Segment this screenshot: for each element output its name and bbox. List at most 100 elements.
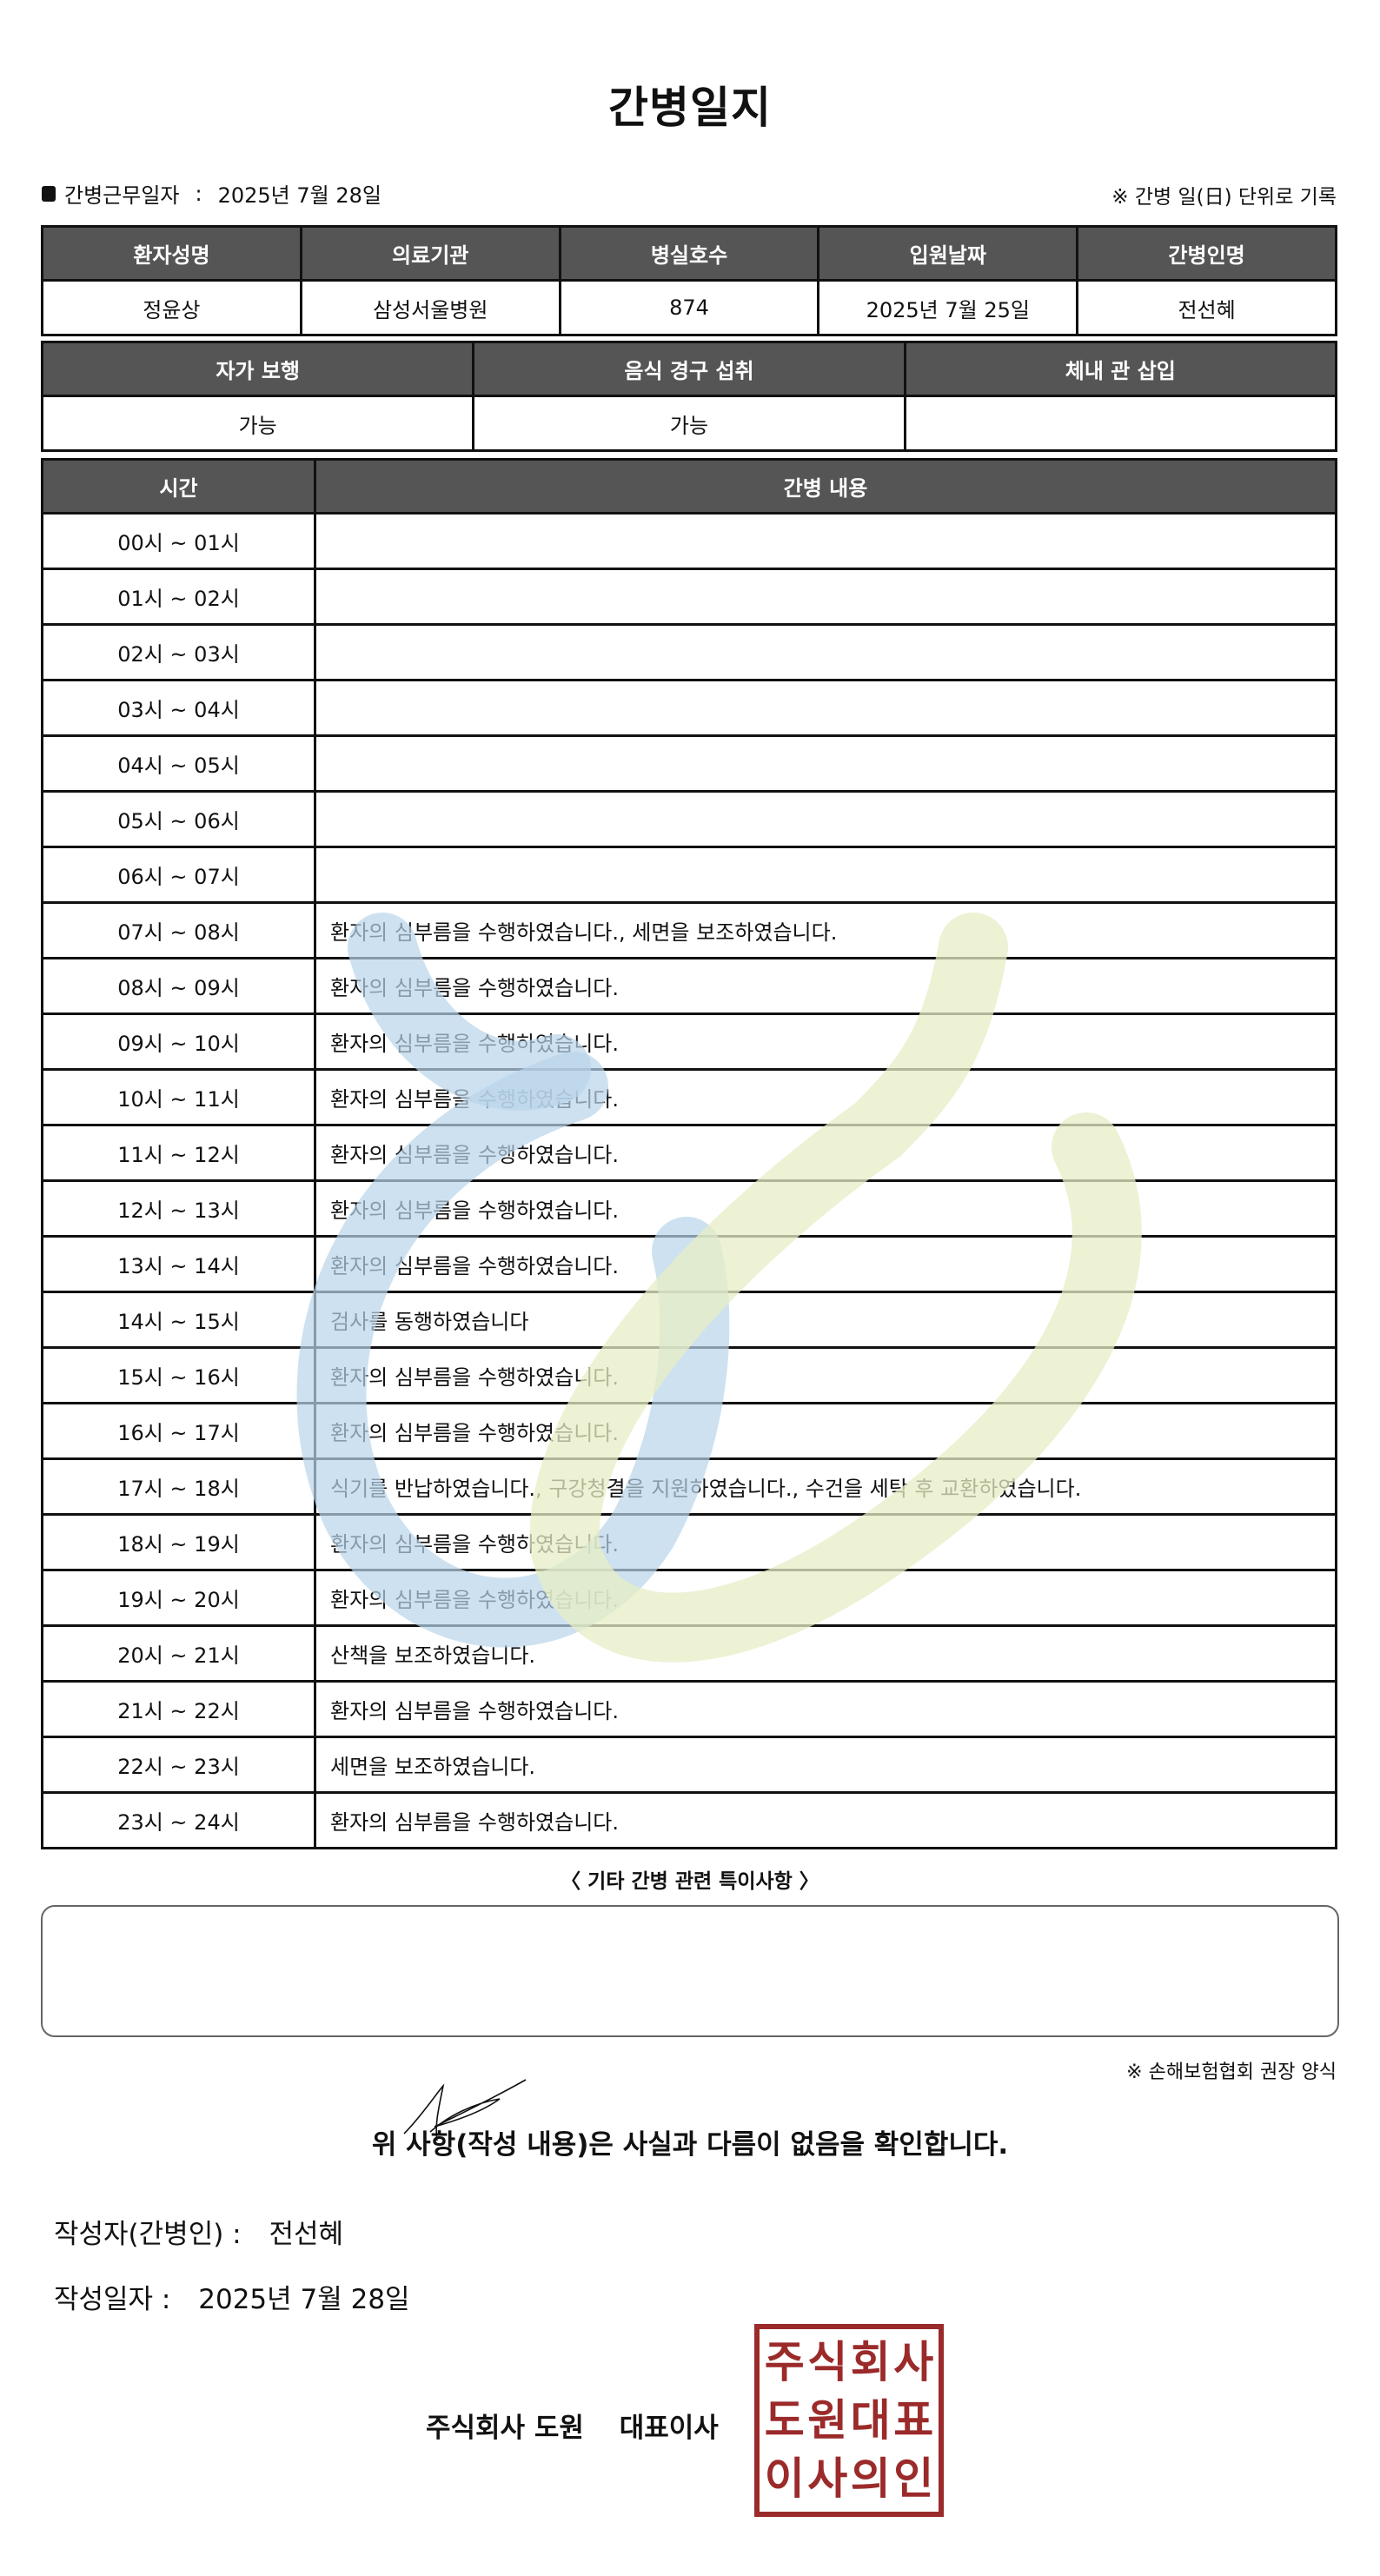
table-row: 09시 ~ 10시 환자의 심부름을 수행하였습니다. — [41, 1012, 1337, 1071]
table-row: 02시 ~ 03시 — [41, 623, 1337, 681]
time-slot: 06시 ~ 07시 — [41, 846, 316, 904]
time-slot: 10시 ~ 11시 — [41, 1068, 316, 1126]
header-self-walking: 자가 보행 — [40, 341, 475, 397]
time-slot: 07시 ~ 08시 — [41, 901, 316, 959]
company-line: 주식회사 도원 대표이사 — [426, 2406, 719, 2445]
table-row: 13시 ~ 14시 환자의 심부름을 수행하였습니다. — [41, 1235, 1337, 1293]
table-row: 01시 ~ 02시 — [41, 568, 1337, 626]
representative-title: 대표이사 — [619, 2413, 719, 2444]
table-row: 07시 ~ 08시 환자의 심부름을 수행하였습니다., 세면을 보조하였습니다. — [41, 901, 1337, 959]
signature-icon — [403, 2079, 527, 2141]
page-title: 간병일지 — [608, 83, 772, 133]
stamp-character: 주 — [764, 2336, 805, 2387]
stamp-character: 회 — [850, 2336, 891, 2387]
time-slot: 05시 ~ 06시 — [41, 790, 316, 848]
header-care-content: 간병 내용 — [314, 458, 1337, 515]
table-row: 21시 ~ 22시 환자의 심부름을 수행하였습니다. — [41, 1680, 1337, 1738]
table-row: 22시 ~ 23시 세면을 보조하였습니다. — [41, 1736, 1337, 1794]
table-row: 10시 ~ 11시 환자의 심부름을 수행하였습니다. — [41, 1068, 1337, 1126]
header-room: 병실호수 — [558, 225, 820, 282]
confirmation-statement: 위 사항(작성 내용)은 사실과 다름이 없음을 확인합니다. — [371, 2129, 1009, 2161]
care-content: 환자의 심부름을 수행하였습니다. — [314, 1680, 1337, 1738]
work-date-value: 2025년 7월 28일 — [217, 183, 381, 208]
header-admission-date: 입원날짜 — [817, 225, 1079, 282]
time-slot: 02시 ~ 03시 — [41, 623, 316, 681]
table-row: 05시 ~ 06시 — [41, 790, 1337, 848]
writer-label: 작성자(간병인) : — [54, 2219, 242, 2250]
care-content — [314, 568, 1337, 626]
header-patient-name: 환자성명 — [41, 225, 302, 282]
care-content: 환자의 심부름을 수행하였습니다. — [314, 957, 1337, 1015]
table-row: 11시 ~ 12시 환자의 심부름을 수행하였습니다. — [41, 1124, 1337, 1182]
care-content: 환자의 심부름을 수행하였습니다. — [314, 1068, 1337, 1126]
time-slot: 00시 ~ 01시 — [41, 512, 316, 570]
care-log-table: 시간 간병 내용 00시 ~ 01시 01시 ~ 02시 02시 ~ 03시 03시 … — [41, 458, 1337, 1849]
care-content: 환자의 심부름을 수행하였습니다. — [314, 1569, 1337, 1627]
care-content: 식기를 반납하였습니다., 구강청결을 지원하였습니다., 수건을 세탁 후 교… — [314, 1457, 1337, 1516]
table-row: 12시 ~ 13시 환자의 심부름을 수행하였습니다. — [41, 1179, 1337, 1238]
care-content — [314, 512, 1337, 570]
table-row: 23시 ~ 24시 환자의 심부름을 수행하였습니다. — [41, 1791, 1337, 1849]
table-row: 15시 ~ 16시 환자의 심부름을 수행하였습니다. — [41, 1346, 1337, 1404]
header-time: 시간 — [41, 458, 316, 515]
table-row: 16시 ~ 17시 환자의 심부름을 수행하였습니다. — [41, 1402, 1337, 1460]
self-walking: 가능 — [40, 395, 475, 452]
care-content: 환자의 심부름을 수행하였습니다. — [314, 1124, 1337, 1182]
time-slot: 22시 ~ 23시 — [41, 1736, 316, 1794]
time-slot: 12시 ~ 13시 — [41, 1179, 316, 1238]
stamp-character: 대 — [850, 2394, 891, 2446]
time-slot: 18시 ~ 19시 — [41, 1513, 316, 1571]
time-slot: 09시 ~ 10시 — [41, 1012, 316, 1071]
writer-name: 전선혜 — [269, 2219, 344, 2250]
time-slot: 19시 ~ 20시 — [41, 1569, 316, 1627]
form-source-note: ※ 손해보험협회 권장 양식 — [1126, 2061, 1337, 2083]
time-slot: 08시 ~ 09시 — [41, 957, 316, 1015]
caregiver-name: 전선혜 — [1076, 279, 1337, 336]
stamp-character: 표 — [893, 2394, 934, 2446]
table-row: 20시 ~ 21시 산책을 보조하였습니다. — [41, 1624, 1337, 1683]
work-date-label: 간병근무일자 — [64, 183, 180, 208]
stamp-character: 의 — [850, 2453, 891, 2505]
time-slot: 04시 ~ 05시 — [41, 734, 316, 793]
stamp-character: 도 — [764, 2394, 805, 2446]
header-caregiver: 간병인명 — [1076, 225, 1337, 282]
patient-info-table: 환자성명 의료기관 병실호수 입원날짜 간병인명 정윤상 삼성서울병원 874 … — [41, 225, 1337, 336]
stamp-character: 사 — [807, 2453, 848, 2505]
table-row: 14시 ~ 15시 검사를 동행하였습니다 — [41, 1291, 1337, 1349]
stamp-character: 이 — [764, 2453, 805, 2505]
written-date-label: 작성일자 : — [54, 2284, 171, 2315]
table-row: 04시 ~ 05시 — [41, 734, 1337, 793]
table-row: 00시 ~ 01시 — [41, 512, 1337, 570]
admission-date: 2025년 7월 25일 — [817, 279, 1079, 336]
care-content: 환자의 심부름을 수행하였습니다. — [314, 1791, 1337, 1849]
patient-status-table: 자가 보행 음식 경구 섭취 체내 관 삽입 가능 가능 — [40, 341, 1338, 452]
time-slot: 23시 ~ 24시 — [41, 1791, 316, 1849]
care-content: 환자의 심부름을 수행하였습니다. — [314, 1179, 1337, 1238]
time-slot: 13시 ~ 14시 — [41, 1235, 316, 1293]
company-name: 주식회사 도원 — [426, 2413, 584, 2444]
bullet-icon — [42, 185, 56, 202]
time-slot: 14시 ~ 15시 — [41, 1291, 316, 1349]
time-slot: 15시 ~ 16시 — [41, 1346, 316, 1404]
other-notes-label: 〈 기타 간병 관련 특이사항 〉 — [561, 1870, 819, 1893]
writer-line: 작성자(간병인) : 전선혜 — [54, 2212, 343, 2251]
table-row: 18시 ~ 19시 환자의 심부름을 수행하였습니다. — [41, 1513, 1337, 1571]
care-content: 산책을 보조하였습니다. — [314, 1624, 1337, 1683]
day-unit-note: ※ 간병 일(日) 단위로 기록 — [1111, 186, 1337, 209]
time-slot: 11시 ~ 12시 — [41, 1124, 316, 1182]
written-date-line: 작성일자 : 2025년 7월 28일 — [54, 2277, 410, 2316]
stamp-character: 원 — [807, 2394, 848, 2446]
tube-insertion — [903, 395, 1338, 452]
care-content — [314, 623, 1337, 681]
care-content: 환자의 심부름을 수행하였습니다. — [314, 1513, 1337, 1571]
table-row: 03시 ~ 04시 — [41, 679, 1337, 737]
table-row: 06시 ~ 07시 — [41, 846, 1337, 904]
header-tube-insertion: 체내 관 삽입 — [903, 341, 1338, 397]
time-slot: 21시 ~ 22시 — [41, 1680, 316, 1738]
oral-intake: 가능 — [472, 395, 906, 452]
room-number: 874 — [558, 279, 820, 336]
care-content: 환자의 심부름을 수행하였습니다. — [314, 1402, 1337, 1460]
other-notes-box — [41, 1905, 1339, 2037]
header-hospital: 의료기관 — [299, 225, 561, 282]
